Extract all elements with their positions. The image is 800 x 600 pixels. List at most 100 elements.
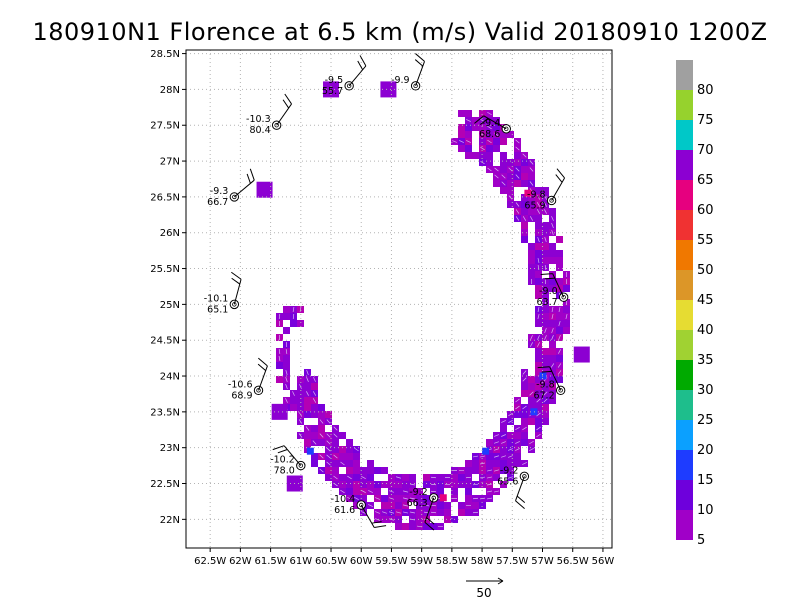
wind-cell xyxy=(472,124,479,131)
wind-barb-icon xyxy=(483,115,507,130)
station-plot: -10.380.4 xyxy=(246,93,292,136)
wind-vector xyxy=(494,441,499,444)
wind-barb-icon xyxy=(360,504,375,528)
wind-cell xyxy=(528,376,535,383)
wind-vector xyxy=(558,349,561,354)
wind-cell xyxy=(549,397,556,404)
grid-lines xyxy=(186,50,612,548)
wind-barb-flag-icon xyxy=(544,277,555,280)
wind-vector xyxy=(537,257,540,264)
colorbar-swatch xyxy=(676,270,693,300)
wind-cell xyxy=(507,131,514,138)
wind-cell xyxy=(528,250,535,257)
wind-vector xyxy=(501,441,506,444)
wind-vector xyxy=(416,525,423,528)
wind-cell xyxy=(521,208,528,215)
colorbar-label: 5 xyxy=(697,533,705,548)
wind-cell xyxy=(472,117,479,124)
wind-barb-flag-icon xyxy=(272,445,285,451)
wind-cell xyxy=(444,509,451,516)
wind-barb-flag-icon xyxy=(541,370,552,373)
wind-cell xyxy=(486,460,493,467)
wind-vector xyxy=(278,355,281,362)
wind-vector xyxy=(292,391,295,396)
wind-vector xyxy=(522,462,527,465)
wind-cell xyxy=(339,446,346,453)
wind-vector xyxy=(298,433,303,438)
wind-cell xyxy=(374,481,381,488)
wind-cell xyxy=(549,320,556,327)
wind-vector xyxy=(501,181,506,186)
station-plot: -9.867.2 xyxy=(533,366,566,401)
x-tick-label: 58W xyxy=(471,556,494,567)
station-dot-icon xyxy=(504,126,509,132)
wind-vector xyxy=(529,181,534,186)
wind-cell xyxy=(521,166,528,173)
wind-cell xyxy=(451,474,458,481)
wind-vector xyxy=(340,489,345,494)
station-temp-label: -9.8 xyxy=(527,189,546,200)
wind-cell xyxy=(472,502,479,509)
wind-cell xyxy=(416,502,423,509)
wind-vector xyxy=(494,455,499,458)
wind-vector xyxy=(530,342,533,347)
wind-vector xyxy=(299,306,302,313)
wind-cell xyxy=(346,460,353,467)
wind-cell xyxy=(311,404,318,411)
wind-cell xyxy=(521,418,528,425)
wind-vector xyxy=(557,363,562,368)
wind-barb-flag-icon xyxy=(257,357,268,367)
colorbar-label: 10 xyxy=(697,503,714,518)
wind-cell xyxy=(514,453,521,460)
wind-cell xyxy=(556,313,563,320)
colorbar-label: 55 xyxy=(697,233,714,248)
wind-vector xyxy=(375,497,380,500)
wind-cell xyxy=(479,138,486,145)
x-tick-label: 60W xyxy=(350,556,373,567)
wind-cell xyxy=(381,516,388,523)
station-dot-icon xyxy=(274,123,279,128)
wind-barb-flag-icon xyxy=(474,115,485,124)
wind-cell xyxy=(514,180,521,187)
plot-frame xyxy=(185,49,613,549)
wind-vector xyxy=(361,511,366,514)
station-plot: -9.555.7 xyxy=(322,55,367,97)
wind-cell xyxy=(479,124,486,131)
wind-cell xyxy=(542,222,549,229)
wind-cell xyxy=(549,257,556,264)
station-wind-label: 68.6 xyxy=(479,129,500,140)
wind-cell xyxy=(542,229,549,236)
y-tick-label: 27N xyxy=(160,157,180,168)
wind-cell xyxy=(311,460,318,467)
wind-cell xyxy=(493,124,500,131)
wind-cell xyxy=(423,523,430,530)
wind-vector xyxy=(522,153,527,158)
wind-vector xyxy=(465,476,472,479)
wind-cell xyxy=(311,453,318,460)
x-tick-label: 59W xyxy=(410,556,433,567)
wind-vector xyxy=(494,167,499,172)
wind-cell xyxy=(388,474,395,481)
wind-vector xyxy=(536,209,541,214)
wind-vector xyxy=(347,496,352,501)
wind-vector xyxy=(522,377,527,382)
wind-barb-icon xyxy=(283,445,302,466)
wind-vector xyxy=(515,167,520,172)
wind-cell xyxy=(528,201,535,208)
wind-cell xyxy=(346,481,353,488)
station-plot: -9.468.6 xyxy=(474,115,511,140)
wind-cell xyxy=(360,467,367,474)
wind-vector xyxy=(508,419,513,424)
station-dot-icon xyxy=(232,194,237,200)
wind-cell xyxy=(500,425,507,432)
wind-barb-icon xyxy=(415,61,425,86)
wind-vector xyxy=(515,139,520,144)
wind-vector xyxy=(409,497,416,500)
wind-cell xyxy=(409,488,416,495)
wind-barb-flag-icon xyxy=(277,449,288,454)
wind-vector xyxy=(389,511,394,514)
colorbar-label: 50 xyxy=(697,263,714,278)
wind-cell xyxy=(528,404,535,411)
wind-cell xyxy=(556,376,563,383)
wind-vector xyxy=(558,306,561,313)
